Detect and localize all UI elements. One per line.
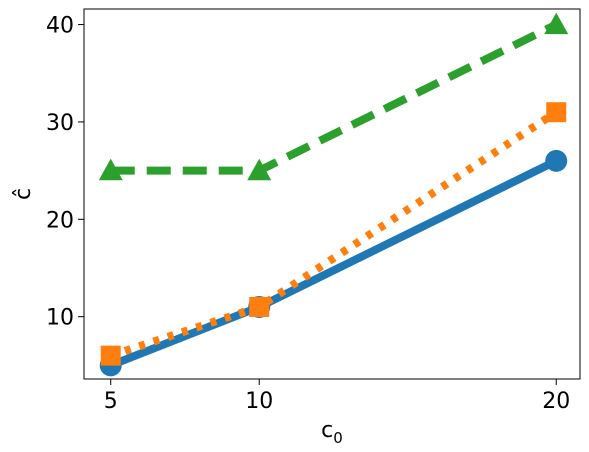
y-tick-label: 40 — [46, 14, 74, 39]
y-tick-label: 10 — [46, 306, 74, 331]
x-tick-label: 5 — [104, 389, 118, 414]
x-tick-label: 20 — [542, 389, 570, 414]
series-line — [110, 20, 559, 175]
data-point — [98, 158, 123, 181]
data-point — [247, 158, 272, 181]
series-1 — [99, 149, 568, 377]
y-tick-label: 20 — [46, 208, 74, 233]
data-point — [545, 149, 568, 172]
x-tick-label: 10 — [245, 389, 273, 414]
data-point — [546, 102, 567, 123]
y-axis-label: ĉ — [11, 188, 36, 200]
ticks-layer: 5 10 20 10 20 30 40 — [46, 14, 570, 414]
series-3 — [98, 12, 569, 181]
series-layer — [98, 12, 569, 377]
data-point — [100, 345, 121, 366]
data-point — [544, 12, 569, 35]
x-axis-label: c0 — [321, 418, 343, 447]
y-tick-label: 30 — [46, 111, 74, 136]
series-line — [109, 157, 559, 370]
series-line — [109, 108, 559, 360]
data-point — [249, 296, 270, 317]
plot-area-frame — [83, 8, 581, 380]
series-2 — [100, 102, 567, 366]
